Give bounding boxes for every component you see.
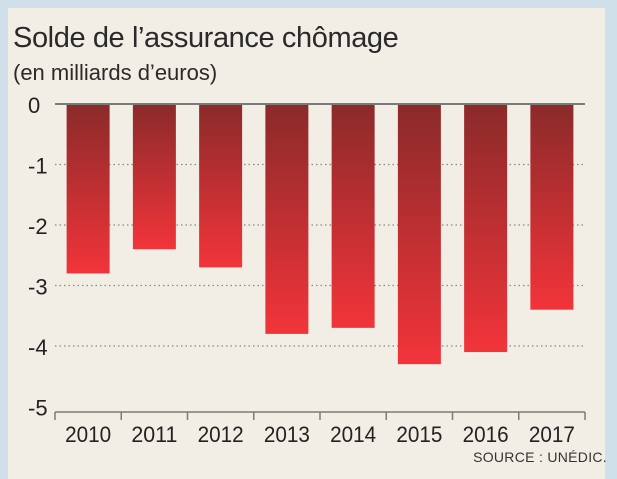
y-tick-label: 0 bbox=[28, 93, 40, 118]
y-tick-label: -5 bbox=[28, 396, 48, 421]
bar-2016 bbox=[464, 104, 508, 353]
bar-2017 bbox=[530, 104, 574, 310]
bar-2015 bbox=[397, 104, 441, 365]
bar-2014 bbox=[331, 104, 375, 328]
chart-subtitle: (en milliards d’euros) bbox=[13, 60, 218, 85]
x-tick-label: 2011 bbox=[131, 422, 177, 447]
y-tick-label: -1 bbox=[28, 154, 48, 179]
bar-2012 bbox=[199, 104, 243, 268]
x-tick-label: 2017 bbox=[529, 422, 575, 447]
x-tick-label: 2016 bbox=[463, 422, 509, 447]
y-tick-label: -3 bbox=[28, 275, 48, 300]
source-note: SOURCE : UNÉDIC. bbox=[473, 449, 607, 465]
bar-2011 bbox=[132, 104, 176, 250]
x-tick-label: 2015 bbox=[396, 422, 442, 447]
x-tick-label: 2014 bbox=[330, 422, 376, 447]
y-tick-label: -4 bbox=[28, 335, 48, 360]
bar-2010 bbox=[66, 104, 110, 274]
x-tick-label: 2013 bbox=[264, 422, 310, 447]
bar-2013 bbox=[265, 104, 309, 334]
y-tick-label: -2 bbox=[28, 214, 48, 239]
x-tick-label: 2010 bbox=[65, 422, 111, 447]
x-tick-label: 2012 bbox=[198, 422, 244, 447]
chart-title: Solde de l’assurance chômage bbox=[13, 22, 399, 54]
